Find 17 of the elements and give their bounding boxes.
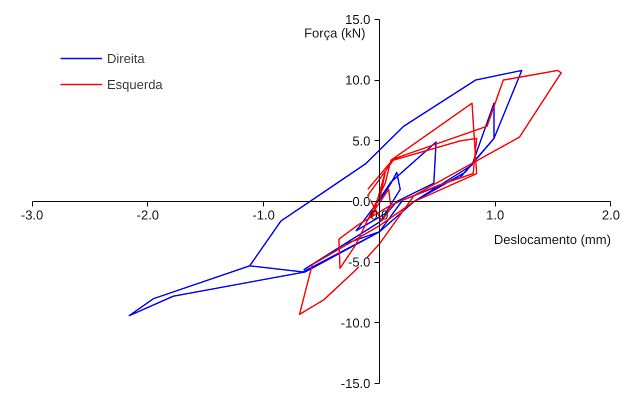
y-tick-label: -10.0 (340, 315, 370, 330)
x-tick-label: -1.0 (252, 208, 275, 222)
y-tick-label: 5.0 (352, 133, 370, 148)
y-tick-label: 15.0 (345, 12, 370, 27)
x-axis-title: Deslocamento (mm) (494, 232, 611, 247)
x-tick-label: -2.0 (136, 208, 160, 222)
y-tick-label: -15.0 (340, 376, 370, 392)
y-axis-title: Força (kN) (304, 25, 366, 40)
legend-label: Esquerda (107, 76, 163, 92)
y-tick-label: -5.0 (348, 254, 370, 270)
x-tick-label: -3.0 (20, 208, 44, 222)
y-tick-label: 10.0 (345, 72, 370, 88)
x-tick-label: 2.0 (602, 208, 620, 222)
legend-label: Direita (107, 50, 145, 66)
x-tick-label: 1.0 (486, 208, 504, 222)
y-tick-label: 0.0 (352, 194, 370, 209)
x-tick-label: 0.0 (370, 208, 388, 222)
